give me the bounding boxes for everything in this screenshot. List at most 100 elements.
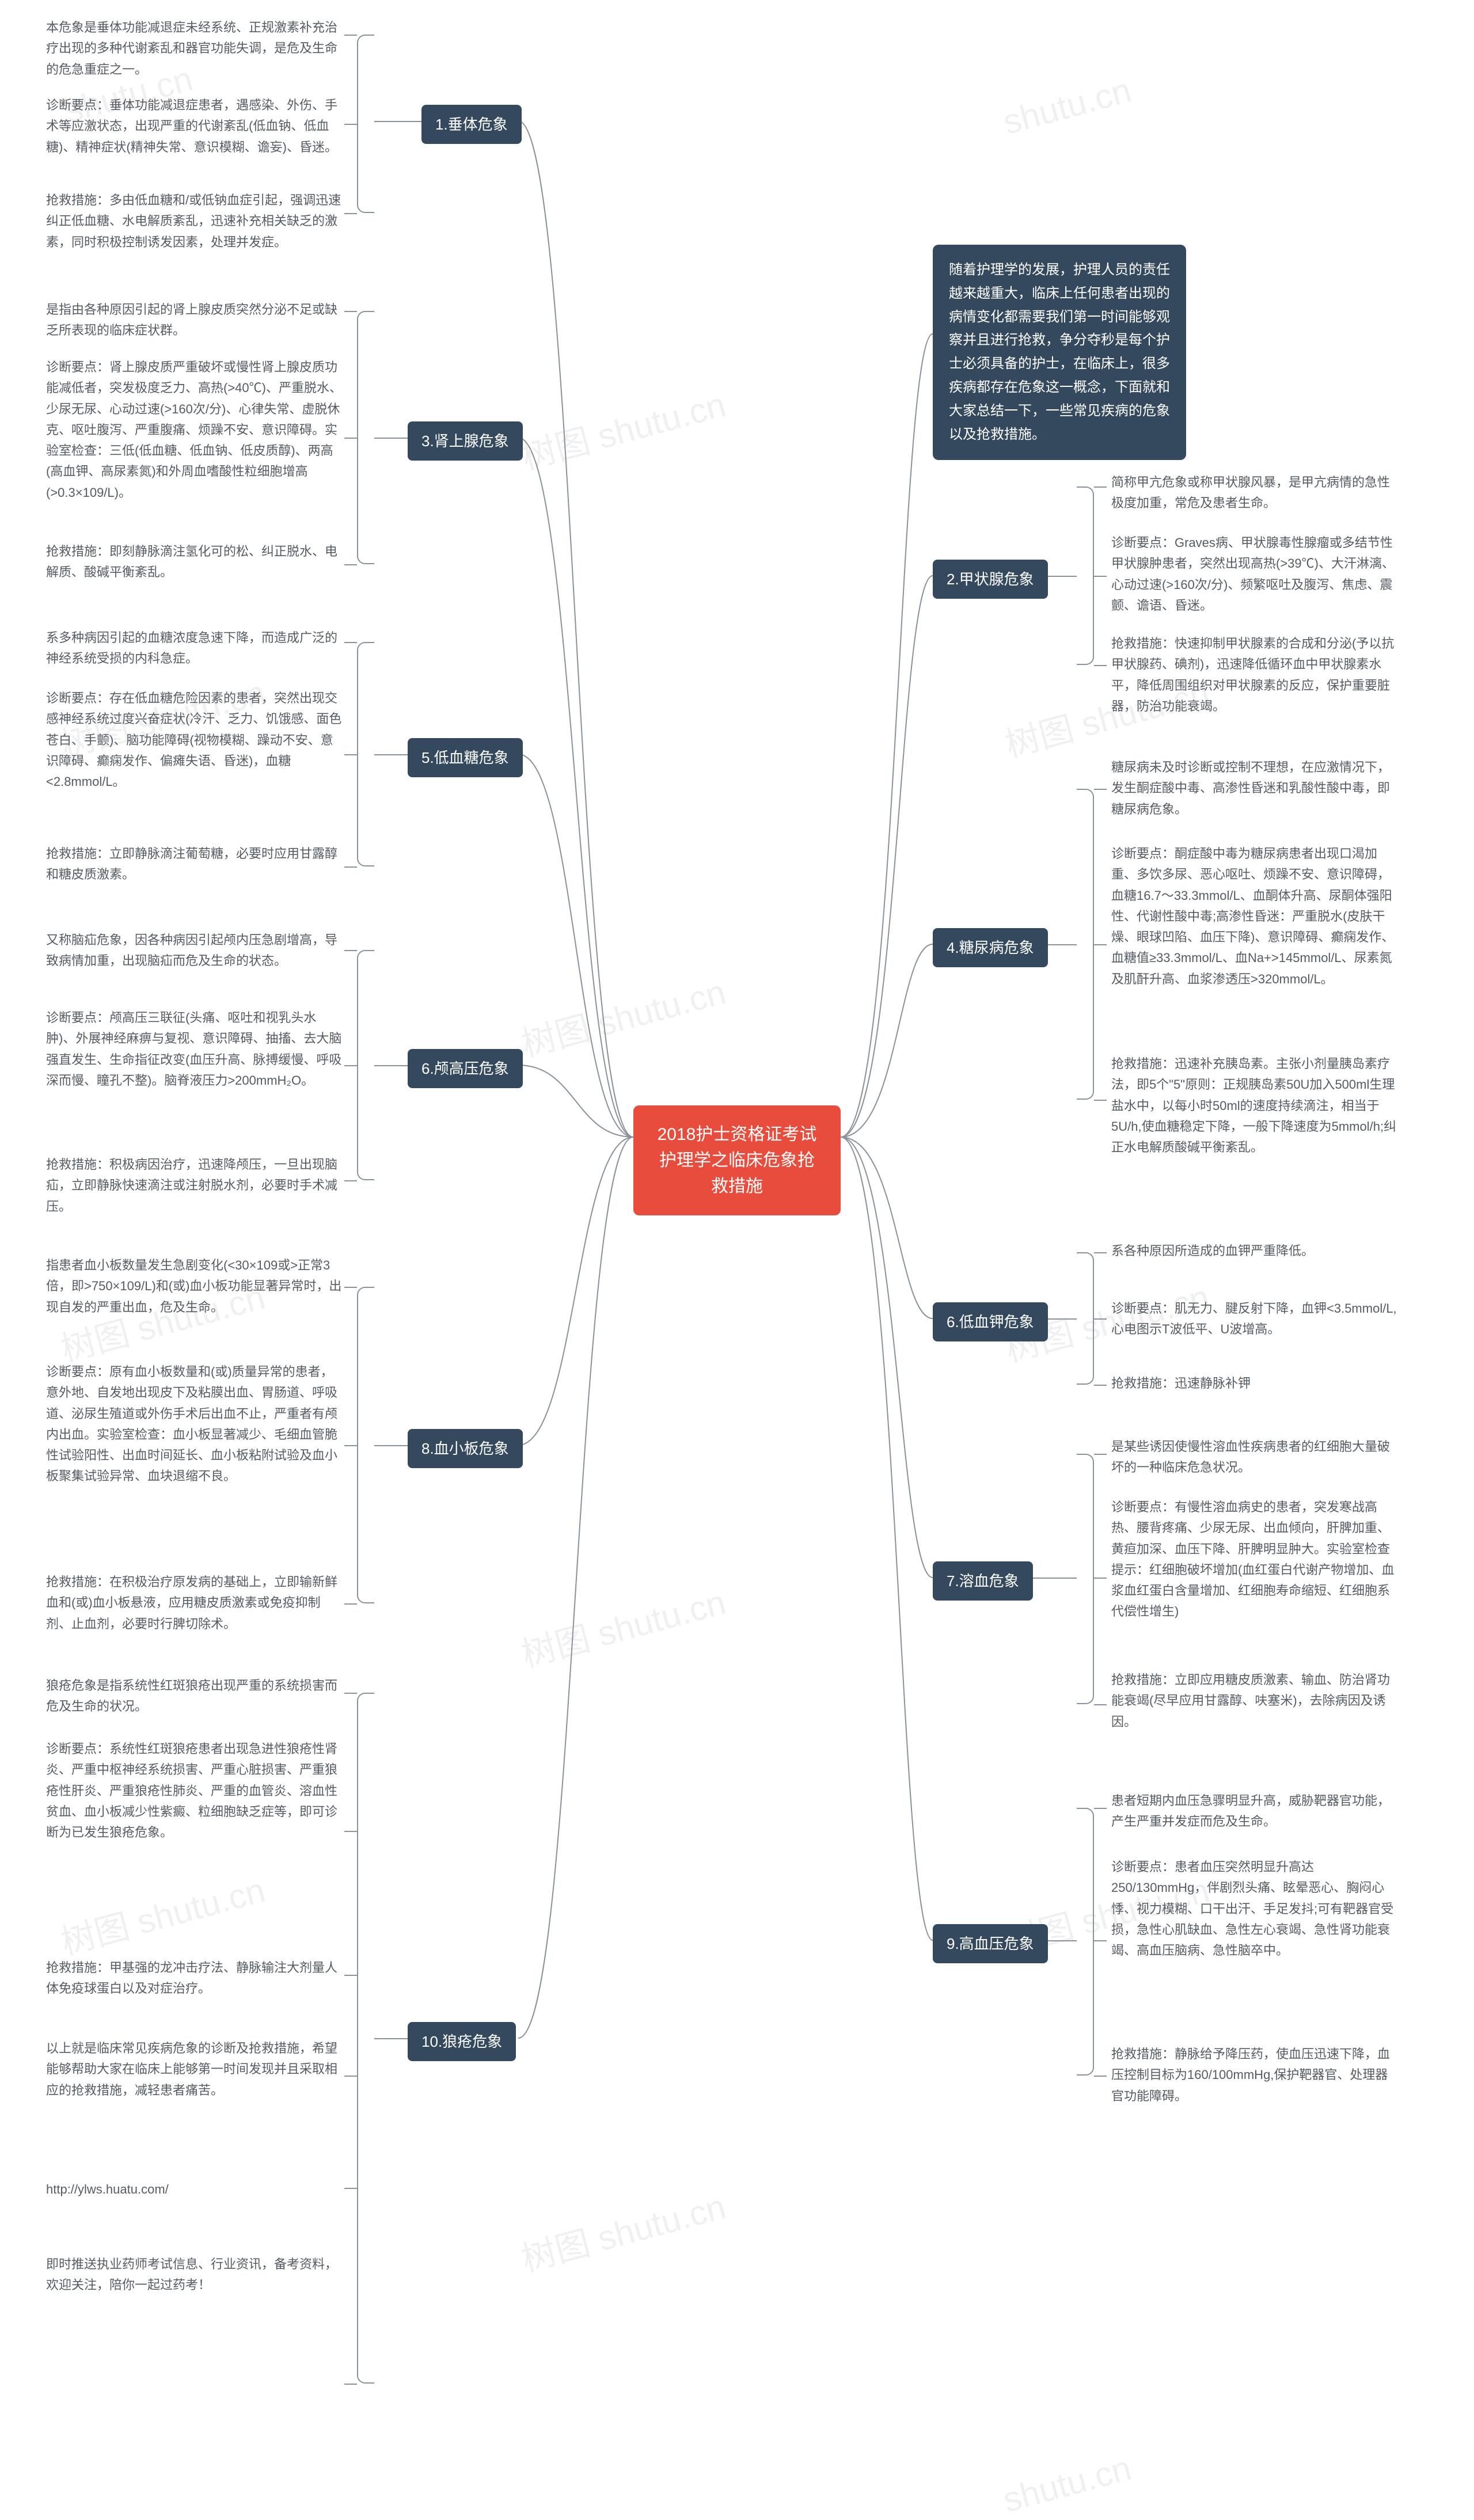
leaf-10-5: 即时推送执业药师考试信息、行业资讯，备考资料，欢迎关注，陪你一起过药考！ <box>46 2254 345 2296</box>
leaf-6-1: 诊断要点：颅高压三联征(头痛、呕吐和视乳头水肿)、外展神经麻痹与复视、意识障碍、… <box>46 1008 345 1091</box>
connector <box>344 1287 357 1288</box>
root-node: 2018护士资格证考试护理学之临床危象抢救措施 <box>633 1105 841 1215</box>
leaf-5-0: 系多种病因引起的血糖浓度急速下降，而造成广泛的神经系统受损的内科急症。 <box>46 628 345 670</box>
connector <box>1094 1704 1107 1705</box>
leaf-r9-1: 诊断要点：患者血压突然明显升高达250/130mmHg，伴剧烈头痛、眩晕恶心、胸… <box>1111 1857 1399 1961</box>
connector <box>344 311 357 312</box>
branch-node-6r: 6.低血钾危象 <box>933 1302 1048 1341</box>
connector <box>1094 789 1107 790</box>
connector <box>1094 1318 1107 1320</box>
leaf-10-0: 狼疮危象是指系统性红斑狼疮出现严重的系统损害而危及生命的状况。 <box>46 1675 345 1717</box>
connector <box>1094 576 1107 577</box>
connector <box>1094 2076 1107 2077</box>
leaf-r4-0: 糖尿病未及时诊断或控制不理想，在应激情况下，发生酮症酸中毒、高渗性昏迷和乳酸性酸… <box>1111 757 1399 820</box>
connector <box>374 121 421 122</box>
connector <box>374 2038 408 2039</box>
connector <box>344 2384 357 2385</box>
connector <box>1046 576 1077 577</box>
leaf-r9-2: 抢救措施：静脉给予降压药，使血压迅速下降，血压控制目标为160/100mmHg,… <box>1111 2044 1399 2107</box>
bracket <box>357 311 374 564</box>
leaf-3-2: 抢救措施：即刻静脉滴注氢化可的松、纠正脱水、电解质、酸碱平衡紊乱。 <box>46 541 345 583</box>
connector <box>1094 1454 1107 1455</box>
bracket <box>1077 789 1094 1100</box>
leaf-r7-1: 诊断要点：有慢性溶血病史的患者，突发寒战高热、腰背疼痛、少尿无尿、出血倾向，肝脾… <box>1111 1497 1399 1622</box>
leaf-5-2: 抢救措施：立即静脉滴注葡萄糖，必要时应用甘露醇和糖皮质激素。 <box>46 843 345 885</box>
leaf-6-2: 抢救措施：积极病因治疗，迅速降颅压，一旦出现脑疝，立即静脉快速滴注或注射脱水剂，… <box>46 1154 345 1217</box>
connector <box>1094 486 1107 488</box>
watermark: shutu.cn <box>999 2448 1135 2520</box>
leaf-r9-0: 患者短期内血压急骤明显升高，威胁靶器官功能，产生严重并发症而危及生命。 <box>1111 1791 1399 1833</box>
leaf-r6-2: 抢救措施：迅速静脉补钾 <box>1111 1373 1399 1394</box>
branch-node-3: 3.肾上腺危象 <box>408 421 523 461</box>
intro-box: 随着护理学的发展，护理人员的责任越来越重大，临床上任何患者出现的病情变化都需要我… <box>933 245 1186 460</box>
watermark: 树图 shutu.cn <box>515 2179 731 2281</box>
branch-node-4: 4.糖尿病危象 <box>933 928 1048 967</box>
connector <box>1094 1940 1107 1941</box>
leaf-1-0: 本危象是垂体功能减退症未经系统、正规激素补充治疗出现的多种代谢紊乱和器官功能失调… <box>46 17 345 80</box>
leaf-10-2: 抢救措施：甲基强的龙冲击疗法、静脉输注大剂量人体免疫球蛋白以及对症治疗。 <box>46 1958 345 2000</box>
connector <box>1094 1808 1107 1809</box>
connector <box>374 754 408 755</box>
connector <box>374 438 408 439</box>
leaf-r6-1: 诊断要点：肌无力、腱反射下降，血钾<3.5mmol/L,心电图示T波低平、U波增… <box>1111 1298 1399 1340</box>
bracket <box>357 1287 374 1603</box>
leaf-r2-0: 简称甲亢危象或称甲状腺风暴，是甲亢病情的急性极度加重，常危及患者生命。 <box>1111 472 1399 514</box>
connector <box>344 2076 357 2077</box>
connector <box>1094 1385 1107 1386</box>
connector <box>1094 1100 1107 1101</box>
watermark: shutu.cn <box>999 70 1135 142</box>
connector <box>344 1693 357 1694</box>
branch-node-1: 1.垂体危象 <box>421 105 522 144</box>
connector <box>1094 1578 1107 1579</box>
leaf-8-0: 指患者血小板数量发生急剧变化(<30×109或>正常3倍，即>750×109/L… <box>46 1255 345 1318</box>
bracket <box>357 642 374 866</box>
branch-node-2: 2.甲状腺危象 <box>933 560 1048 599</box>
connector <box>344 2188 357 2189</box>
leaf-3-0: 是指由各种原因引起的肾上腺皮质突然分泌不足或缺乏所表现的临床症状群。 <box>46 299 345 341</box>
connector <box>344 124 357 125</box>
connector <box>344 1975 357 1976</box>
branch-node-10: 10.狼疮危象 <box>408 2022 516 2061</box>
connector <box>344 1445 357 1446</box>
connector <box>374 1065 408 1066</box>
connector <box>344 1603 357 1605</box>
connector <box>374 1445 408 1446</box>
leaf-r7-0: 是某些诱因使慢性溶血性疾病患者的红细胞大量破坏的一种临床危急状况。 <box>1111 1436 1399 1478</box>
branch-node-7: 7.溶血危象 <box>933 1561 1033 1601</box>
branch-node-9: 9.高血压危象 <box>933 1924 1048 1963</box>
connector <box>344 438 357 439</box>
connector <box>1094 1252 1107 1253</box>
connector <box>344 1180 357 1181</box>
leaf-r2-2: 抢救措施：快速抑制甲状腺素的合成和分泌(予以抗甲状腺药、碘剂)，迅速降低循环血中… <box>1111 633 1399 717</box>
connector <box>1046 1940 1077 1941</box>
connector <box>344 213 357 214</box>
connector <box>1031 1578 1077 1579</box>
connector <box>344 1065 357 1066</box>
leaf-10-4: http://ylws.huatu.com/ <box>46 2179 345 2200</box>
bracket <box>1077 1454 1094 1704</box>
branch-node-8: 8.血小板危象 <box>408 1429 523 1468</box>
bracket <box>1077 486 1094 665</box>
connector <box>1094 665 1107 666</box>
connector <box>344 1831 357 1832</box>
branch-node-6: 6.颅高压危象 <box>408 1049 523 1088</box>
leaf-r2-1: 诊断要点：Graves病、甲状腺毒性腺瘤或多结节性甲状腺肿患者，突然出现高热(>… <box>1111 533 1399 616</box>
leaf-8-2: 抢救措施：在积极治疗原发病的基础上，立即输新鲜血和(或)血小板悬液，应用糖皮质激… <box>46 1572 345 1635</box>
bracket <box>357 1693 374 2384</box>
connector <box>1094 944 1107 945</box>
leaf-r4-2: 抢救措施：迅速补充胰岛素。主张小剂量胰岛素疗法，即5个"5"原则：正规胰岛素50… <box>1111 1054 1399 1158</box>
watermark: 树图 shutu.cn <box>515 1574 731 1677</box>
connector <box>344 950 357 951</box>
leaf-r7-2: 抢救措施：立即应用糖皮质激素、输血、防治肾功能衰竭(尽早应用甘露醇、呋塞米)，去… <box>1111 1670 1399 1732</box>
watermark: 树图 shutu.cn <box>515 964 731 1066</box>
leaf-8-1: 诊断要点：原有血小板数量和(或)质量异常的患者，意外地、自发地出现皮下及粘膜出血… <box>46 1362 345 1487</box>
bracket <box>1077 1808 1094 2076</box>
leaf-3-1: 诊断要点：肾上腺皮质严重破坏或慢性肾上腺皮质功能减低者，突发极度乏力、高热(>4… <box>46 357 345 503</box>
leaf-10-1: 诊断要点：系统性红斑狼疮患者出现急进性狼疮性肾炎、严重中枢神经系统损害、严重心脏… <box>46 1739 345 1843</box>
leaf-5-1: 诊断要点：存在低血糖危险因素的患者，突然出现交感神经系统过度兴奋症状(冷汗、乏力… <box>46 688 345 792</box>
watermark: 树图 shutu.cn <box>515 377 731 479</box>
watermark: 树图 shutu.cn <box>55 1862 270 1964</box>
leaf-10-3: 以上就是临床常见疾病危象的诊断及抢救措施，希望能够帮助大家在临床上能够第一时间发… <box>46 2038 345 2101</box>
connector <box>1046 944 1077 945</box>
connector <box>344 642 357 643</box>
